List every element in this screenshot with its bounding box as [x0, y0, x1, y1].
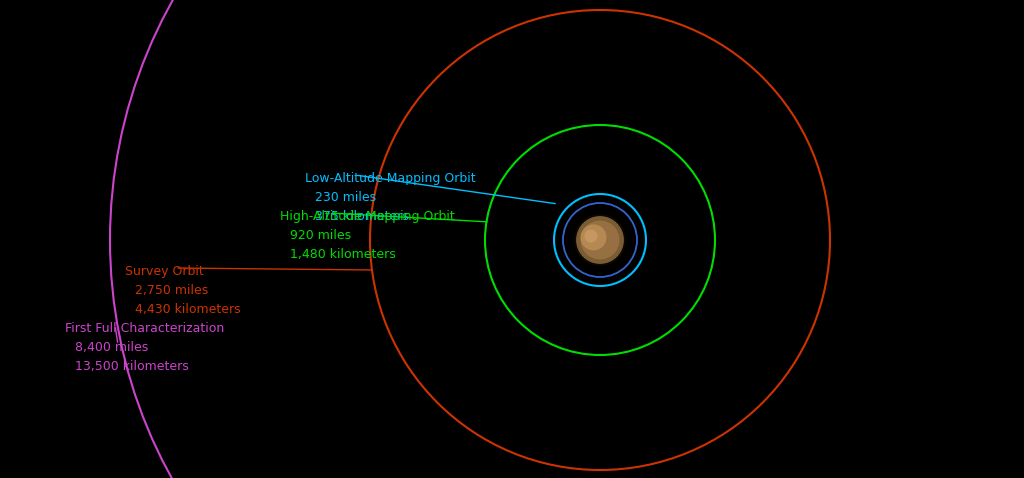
- Circle shape: [585, 229, 597, 243]
- Text: First Full Characterization: First Full Characterization: [65, 322, 224, 335]
- Text: 8,400 miles: 8,400 miles: [75, 341, 148, 354]
- Circle shape: [574, 214, 626, 266]
- Text: 230 miles: 230 miles: [315, 191, 376, 204]
- Circle shape: [581, 224, 606, 250]
- Text: 375 kilometers: 375 kilometers: [315, 210, 409, 223]
- Text: Survey Orbit: Survey Orbit: [125, 265, 204, 278]
- Text: 2,750 miles: 2,750 miles: [135, 284, 208, 297]
- Text: 1,480 kilometers: 1,480 kilometers: [290, 248, 395, 261]
- Text: Low-Altitude Mapping Orbit: Low-Altitude Mapping Orbit: [305, 172, 475, 185]
- Circle shape: [581, 220, 620, 260]
- Text: 920 miles: 920 miles: [290, 229, 351, 242]
- Text: High-Altitude Mapping Orbit: High-Altitude Mapping Orbit: [280, 210, 455, 223]
- Circle shape: [577, 216, 624, 264]
- Text: 4,430 kilometers: 4,430 kilometers: [135, 303, 241, 316]
- Text: 13,500 kilometers: 13,500 kilometers: [75, 360, 188, 373]
